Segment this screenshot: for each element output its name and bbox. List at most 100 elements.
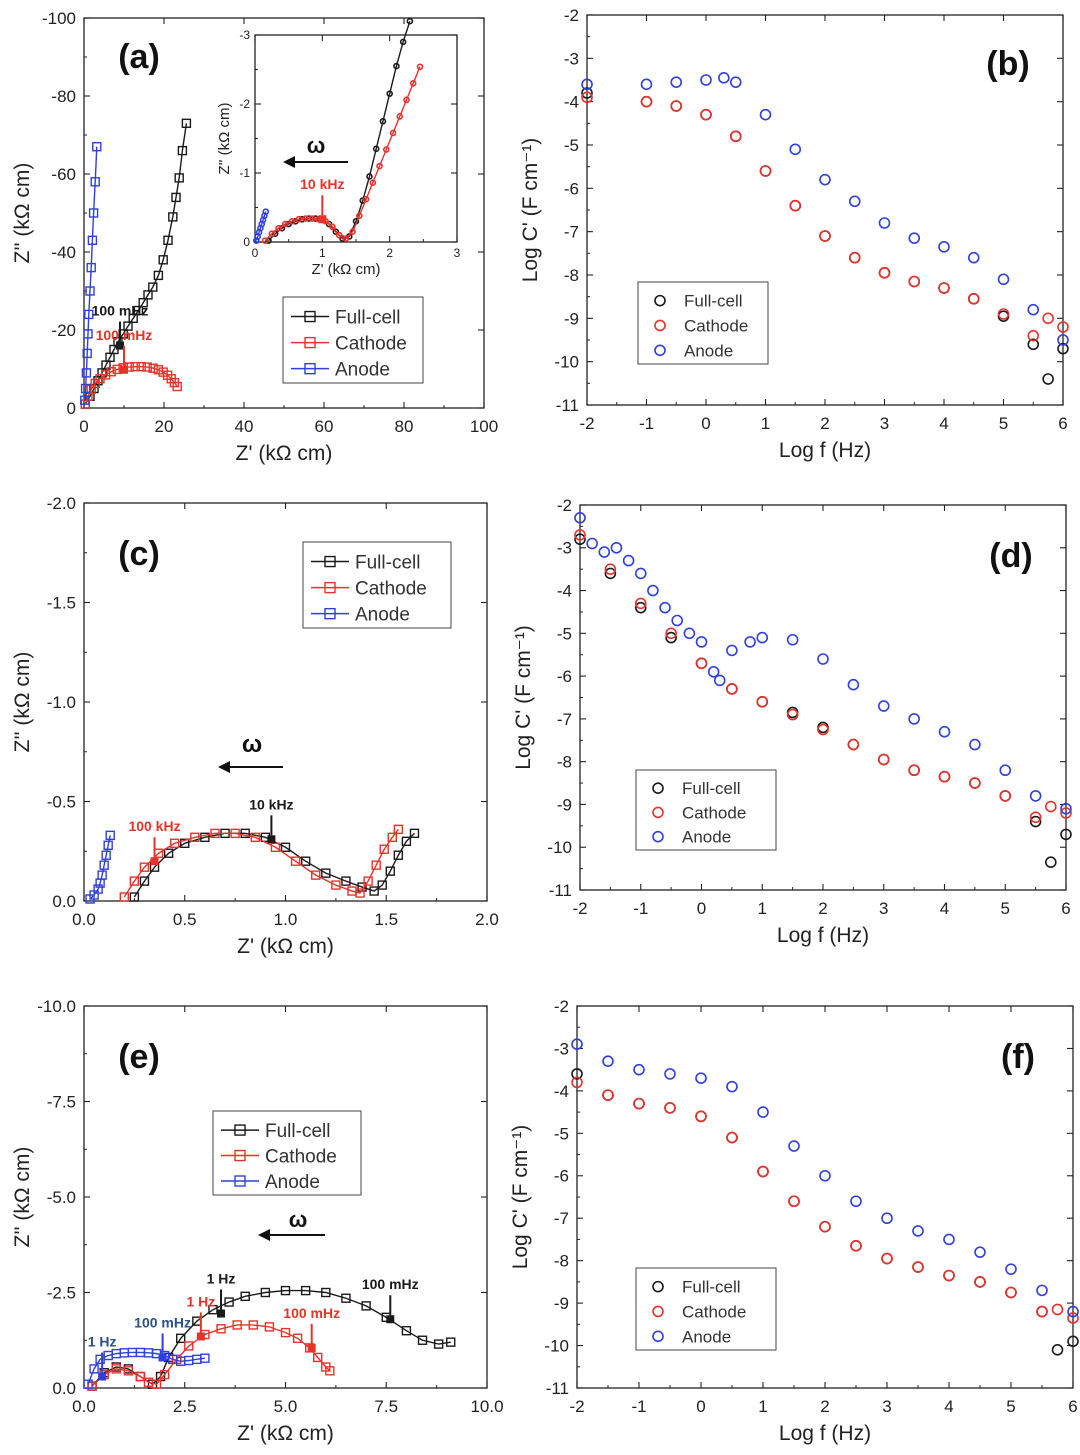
y-tick-label: -7 (557, 710, 572, 729)
data-point (369, 179, 377, 186)
data-point (850, 1195, 862, 1208)
data-point (700, 74, 712, 86)
data-point (598, 546, 611, 558)
data-point (406, 17, 414, 25)
x-tick-label: 4 (944, 1397, 953, 1416)
data-point (1057, 321, 1069, 333)
y-tick-label: -60 (51, 165, 76, 184)
data-point (396, 113, 404, 120)
x-tick-label: 40 (235, 417, 254, 436)
data-point (111, 1364, 121, 1374)
data-point (129, 892, 140, 902)
omega-direction: ω (218, 731, 283, 773)
data-point (393, 824, 404, 835)
data-point (670, 100, 683, 112)
data-point (80, 395, 90, 405)
data-point (130, 361, 140, 372)
data-point (133, 305, 144, 316)
legend-label: Full-cell (682, 779, 741, 798)
data-point (633, 1097, 645, 1110)
data-point (647, 584, 659, 597)
data-point (908, 275, 921, 288)
data-point (969, 738, 981, 751)
legend-label: Cathode (684, 316, 748, 335)
legend-label: Anode (682, 1327, 731, 1346)
data-point (700, 108, 712, 121)
data-point (81, 368, 92, 378)
data-point (744, 636, 756, 648)
y-tick-label: -3 (554, 1039, 569, 1058)
data-point (163, 848, 174, 858)
y-tick-label: -8 (557, 753, 572, 772)
data-point (1057, 342, 1069, 355)
data-point (974, 1246, 986, 1258)
y-tick-label: -8 (564, 266, 579, 285)
data-point (938, 282, 950, 294)
data-point (759, 165, 772, 177)
data-point (290, 856, 301, 866)
panel-label: (d) (989, 537, 1032, 575)
data-point (665, 627, 677, 640)
legend-marker (652, 806, 664, 819)
data-point (262, 208, 270, 215)
x-tick-label: 5 (1001, 899, 1010, 918)
data-point (1060, 802, 1072, 815)
legend: Full-cell Cathode Anode (635, 769, 777, 851)
data-point (300, 856, 311, 866)
data-point (281, 220, 289, 228)
y-tick-label: -6 (564, 179, 579, 198)
data-point (757, 1106, 769, 1118)
legend: Full-cell Cathode Anode (282, 296, 424, 384)
data-point (341, 876, 351, 886)
y-axis-label: Log C' (F cm⁻¹) (519, 138, 542, 283)
data-point (158, 255, 168, 265)
data-point (997, 273, 1010, 286)
x-tick-label: 1 (761, 414, 770, 433)
data-point (295, 215, 303, 223)
x-tick-label: 2.0 (475, 910, 499, 929)
x-tick-label: 80 (395, 417, 414, 436)
series-cathode (571, 1076, 1079, 1324)
x-tick-label: -1 (639, 414, 654, 433)
data-point (409, 80, 417, 87)
x-tick-label: 4 (940, 899, 949, 918)
data-point (129, 876, 140, 886)
y-tick-label: -2.5 (47, 1283, 76, 1302)
inset-x-tick-label: 0 (252, 246, 259, 260)
data-point (300, 1285, 311, 1296)
data-point (848, 251, 861, 264)
data-point (1005, 1286, 1017, 1299)
panel-label: (c) (118, 535, 160, 573)
legend-label: Full-cell (684, 292, 743, 311)
data-point (311, 870, 321, 880)
series-full-cell (87, 1285, 456, 1391)
inset-x-tick-label: 2 (386, 246, 393, 260)
data-point (176, 1333, 186, 1344)
omega-label: ω (289, 1207, 308, 1232)
y-tick-label: -3 (557, 539, 572, 558)
data-point (640, 95, 653, 108)
data-point (1051, 1344, 1064, 1356)
frequency-marker (150, 857, 159, 866)
legend-marker (652, 782, 664, 794)
data-point (139, 876, 150, 886)
inset-y-tick-label: -3 (239, 28, 250, 42)
legend-label: Cathode (355, 579, 427, 600)
data-point (143, 290, 153, 300)
frequency-label: 100 kHz (128, 818, 180, 834)
data-point (268, 230, 276, 238)
data-point (248, 1320, 258, 1330)
data-point (250, 832, 260, 843)
data-point (89, 1364, 99, 1374)
legend: Full-cell Cathode Anode (302, 541, 452, 629)
y-tick-label: -9 (564, 309, 579, 328)
data-point (138, 298, 148, 308)
data-point (280, 1327, 291, 1338)
data-point (87, 235, 98, 246)
y-tick-label: -4 (557, 582, 572, 601)
data-point (1067, 1312, 1079, 1324)
data-point (363, 876, 373, 886)
data-point (177, 145, 188, 156)
y-tick-label: -5 (557, 624, 572, 643)
